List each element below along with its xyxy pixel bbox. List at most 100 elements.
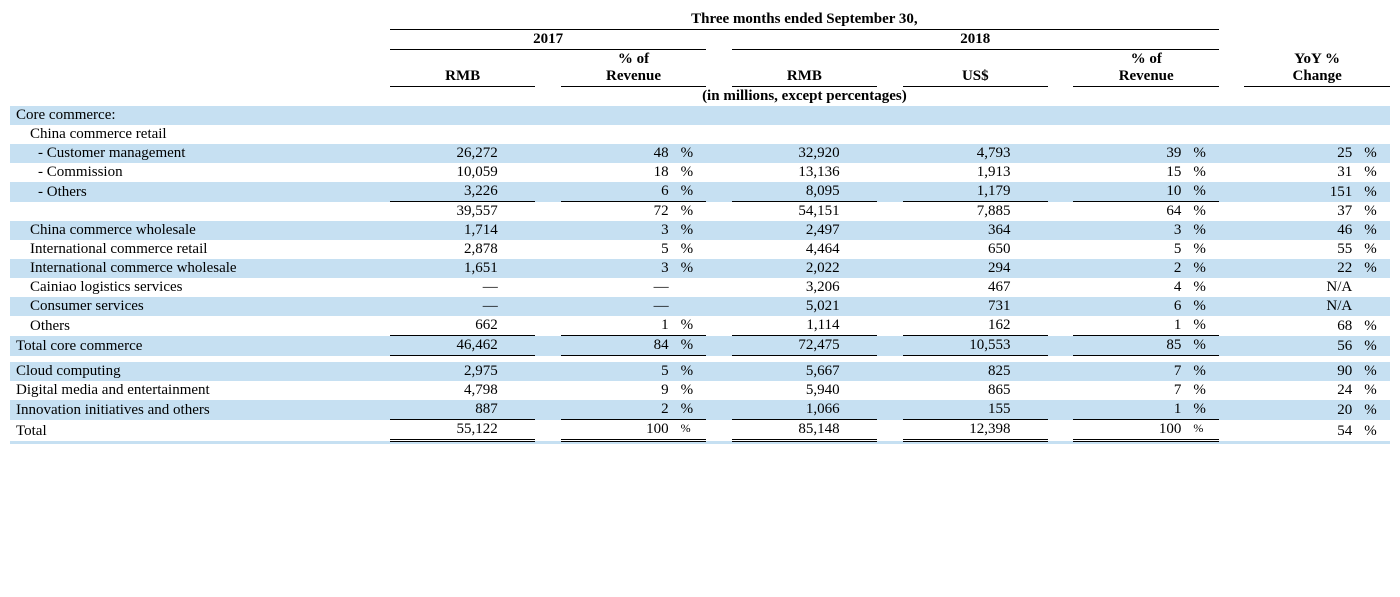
col-pctrev-2018: % of Revenue [1073, 50, 1219, 87]
val-innov-usd18: 155 [903, 400, 1017, 420]
val-consumer-pct18: 6 [1073, 297, 1187, 316]
val-totalcore-usd18: 10,553 [903, 336, 1017, 356]
val-innov-rmb17: 887 [390, 400, 504, 420]
pct-sign: % [1187, 163, 1219, 182]
pct-sign: % [1187, 297, 1219, 316]
pct-sign: % [675, 259, 707, 278]
row-china-wholesale: China commerce wholesale 1,714 3% 2,497 … [10, 221, 1390, 240]
pct-sign: % [1358, 182, 1390, 202]
label-cn-wholesale: China commerce wholesale [10, 221, 390, 240]
val-intlret-pct17: 5 [561, 240, 675, 259]
val-cnwhole-pct17: 3 [561, 221, 675, 240]
val-media-rmb17: 4,798 [390, 381, 504, 400]
label-others1: - Others [10, 182, 390, 202]
val-commission-pct18: 15 [1073, 163, 1187, 182]
val-totalcore-pct17: 84 [561, 336, 675, 356]
pct-sign: % [675, 202, 707, 222]
val-consumer-pct17: — [561, 297, 675, 316]
val-consumer-rmb18: 5,021 [732, 297, 846, 316]
pct-sign: % [1187, 420, 1219, 441]
val-others1-yoy: 151 [1244, 182, 1358, 202]
pct-sign: % [1187, 182, 1219, 202]
row-cainiao: Cainiao logistics services — — 3,206 467… [10, 278, 1390, 297]
units-note: (in millions, except percentages) [390, 87, 1219, 107]
label-cainiao: Cainiao logistics services [10, 278, 390, 297]
pct-sign: % [1358, 420, 1390, 441]
val-cnwhole-rmb17: 1,714 [390, 221, 504, 240]
pct-sign: % [1187, 400, 1219, 420]
col-pctrev-2017: % of Revenue [561, 50, 707, 87]
pct-sign: % [1358, 381, 1390, 400]
val-cainiao-pct18: 4 [1073, 278, 1187, 297]
pct-sign: % [675, 144, 707, 163]
row-consumer-services: Consumer services — — 5,021 731 6% N/A [10, 297, 1390, 316]
val-innov-rmb18: 1,066 [732, 400, 846, 420]
label-total-core: Total core commerce [10, 336, 390, 356]
val-cloud-pct18: 7 [1073, 362, 1187, 381]
row-total-core-commerce: Total core commerce 46,462 84% 72,475 10… [10, 336, 1390, 356]
val-innov-pct17: 2 [561, 400, 675, 420]
label-customer-management: - Customer management [10, 144, 390, 163]
section-china-retail: China commerce retail [10, 125, 1390, 144]
val-innov-pct18: 1 [1073, 400, 1187, 420]
pct-sign: % [675, 182, 707, 202]
label-consumer: Consumer services [10, 297, 390, 316]
val-total-pct18: 100 [1073, 420, 1187, 441]
val-intlret-usd18: 650 [903, 240, 1017, 259]
val-others1-rmb18: 8,095 [732, 182, 846, 202]
pct-sign: % [1358, 240, 1390, 259]
val-others2-rmb18: 1,114 [732, 316, 846, 336]
row-others-china-retail: - Others 3,226 6% 8,095 1,179 10% 151% [10, 182, 1390, 202]
val-cainiao-rmb17: — [390, 278, 504, 297]
section-core-commerce: Core commerce: [10, 106, 1390, 125]
pct-sign: % [1187, 278, 1219, 297]
pct-sign: % [1187, 259, 1219, 278]
label-media: Digital media and entertainment [10, 381, 390, 400]
val-subcr-rmb18: 54,151 [732, 202, 846, 222]
val-cnwhole-yoy: 46 [1244, 221, 1358, 240]
col-rmb-2017: RMB [390, 50, 536, 87]
pct-sign: % [1187, 381, 1219, 400]
label-intl-whole: International commerce wholesale [10, 259, 390, 278]
val-intlwhole-usd18: 294 [903, 259, 1017, 278]
header-year-row: 2017 2018 [10, 30, 1390, 50]
val-custmgmt-rmb17: 26,272 [390, 144, 504, 163]
val-cloud-usd18: 825 [903, 362, 1017, 381]
val-intlwhole-rmb17: 1,651 [390, 259, 504, 278]
row-commission: - Commission 10,059 18% 13,136 1,913 15%… [10, 163, 1390, 182]
val-intlret-rmb17: 2,878 [390, 240, 504, 259]
val-subcr-yoy: 37 [1244, 202, 1358, 222]
row-intl-retail: International commerce retail 2,878 5% 4… [10, 240, 1390, 259]
row-others-core: Others 662 1% 1,114 162 1% 68% [10, 316, 1390, 336]
val-media-pct17: 9 [561, 381, 675, 400]
val-consumer-rmb17: — [390, 297, 504, 316]
label-commission: - Commission [10, 163, 390, 182]
row-innovation: Innovation initiatives and others 887 2%… [10, 400, 1390, 420]
val-media-usd18: 865 [903, 381, 1017, 400]
pct-sign: % [675, 221, 707, 240]
val-total-pct17: 100 [561, 420, 675, 441]
val-cloud-pct17: 5 [561, 362, 675, 381]
pct-sign: % [1358, 336, 1390, 356]
val-subcr-usd18: 7,885 [903, 202, 1017, 222]
val-commission-yoy: 31 [1244, 163, 1358, 182]
val-intlret-yoy: 55 [1244, 240, 1358, 259]
row-total-rule [10, 441, 1390, 445]
col-rmb-2018: RMB [732, 50, 878, 87]
val-totalcore-yoy: 56 [1244, 336, 1358, 356]
val-cloud-yoy: 90 [1244, 362, 1358, 381]
val-innov-yoy: 20 [1244, 400, 1358, 420]
pct-sign: % [675, 362, 707, 381]
header-period-row: Three months ended September 30, [10, 10, 1390, 30]
val-custmgmt-pct17: 48 [561, 144, 675, 163]
pct-sign: % [675, 336, 707, 356]
val-commission-rmb18: 13,136 [732, 163, 846, 182]
val-intlwhole-pct17: 3 [561, 259, 675, 278]
label-intl-retail: International commerce retail [10, 240, 390, 259]
val-intlret-pct18: 5 [1073, 240, 1187, 259]
pct-sign: % [675, 240, 707, 259]
val-subcr-pct18: 64 [1073, 202, 1187, 222]
val-others1-pct18: 10 [1073, 182, 1187, 202]
header-columns-row: RMB % of Revenue RMB US$ % of Revenue Yo… [10, 50, 1390, 87]
pct-sign: % [675, 400, 707, 420]
